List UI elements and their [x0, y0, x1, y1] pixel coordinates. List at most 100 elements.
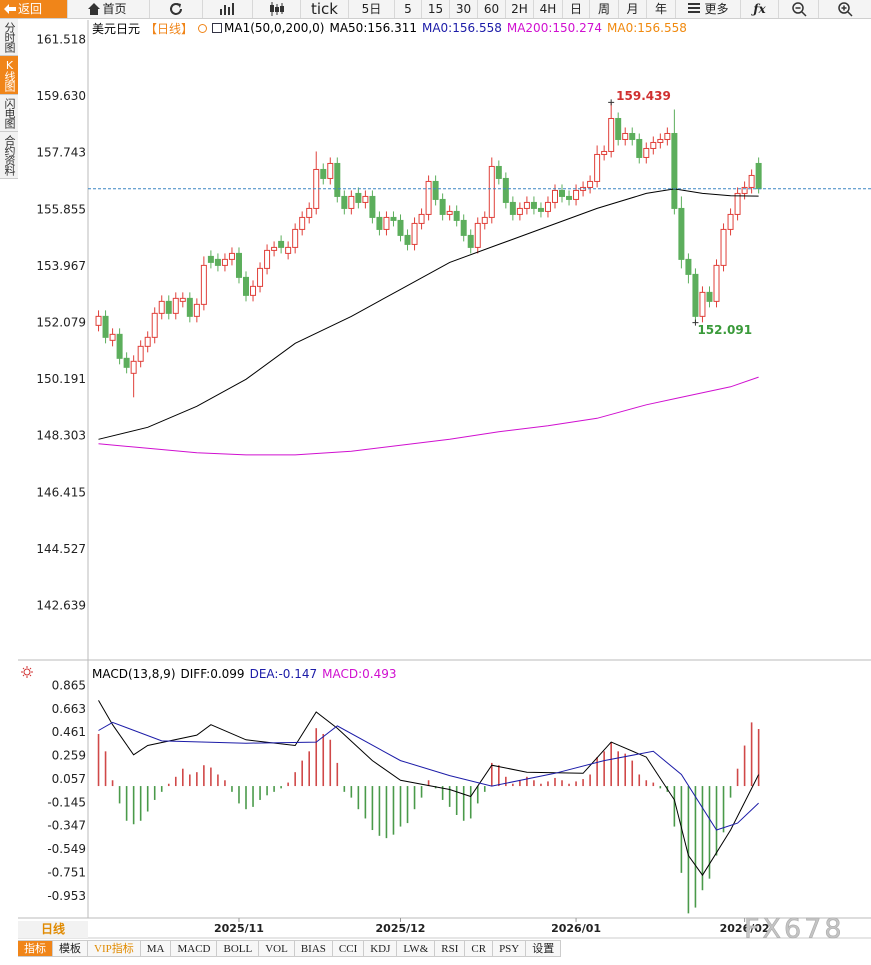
candle-body	[264, 249, 271, 269]
indicator-tab[interactable]: 指标	[18, 940, 53, 957]
period-month[interactable]: 月	[619, 0, 647, 18]
candle-body	[151, 312, 158, 338]
candle-body	[727, 213, 734, 230]
y-tick-label: -0.953	[47, 889, 86, 903]
watermark: FX678	[744, 914, 845, 945]
candle-body	[362, 195, 369, 203]
candle-body	[235, 252, 242, 278]
indicator-tab[interactable]: BIAS	[294, 940, 333, 957]
x-tick-label: 2025/11	[214, 922, 264, 935]
chart-type-icon	[219, 3, 234, 15]
indicator-title: MACD(13,8,9)	[92, 667, 176, 681]
candle-body	[678, 207, 685, 260]
candle-body	[523, 201, 530, 209]
period-4h[interactable]: 4H	[534, 0, 563, 18]
indicator-icon	[198, 23, 208, 33]
sidebar-tab[interactable]: 闪电图	[0, 95, 18, 132]
candle-body	[685, 258, 692, 275]
candle-body	[299, 216, 306, 230]
candle-body	[439, 198, 446, 215]
indicator-name: MA1(50,0,200,0)	[224, 21, 325, 35]
candle-body	[425, 180, 432, 215]
candle-body	[474, 222, 481, 248]
y-tick-label: -0.751	[47, 865, 86, 879]
candle-body	[720, 228, 727, 266]
period-year[interactable]: 年	[647, 0, 676, 18]
indicator-tab[interactable]: VOL	[259, 940, 295, 957]
indicator-tab[interactable]: MACD	[171, 940, 218, 957]
candle-button[interactable]	[253, 0, 301, 18]
candle-body	[692, 273, 699, 317]
candle-body	[341, 195, 348, 209]
indicator-tab[interactable]: 设置	[526, 940, 562, 957]
zoom-in-button[interactable]	[819, 0, 871, 18]
y-tick-label: 0.663	[52, 702, 86, 716]
candle-body	[243, 276, 250, 296]
indicator-tab[interactable]: PSY	[493, 940, 527, 957]
indicator-tab[interactable]: KDJ	[364, 940, 398, 957]
sidebar-tab[interactable]: K线图	[0, 56, 18, 95]
candle-body	[250, 285, 257, 296]
y-tick-label: 150.191	[36, 372, 86, 386]
candle-body	[537, 207, 544, 212]
sidebar: 分时图 K线图 闪电图 合约资料	[0, 19, 18, 179]
y-tick-label: -0.347	[47, 819, 86, 833]
period-label[interactable]: 日线	[18, 921, 88, 938]
indicator-tab[interactable]: MA	[140, 940, 172, 957]
candle-body	[102, 315, 109, 338]
symbol: 美元日元	[92, 21, 141, 36]
x-tick-label: 2025/12	[376, 922, 426, 935]
refresh-button[interactable]	[150, 0, 203, 18]
candle-body	[551, 189, 558, 203]
candle-body	[671, 132, 678, 209]
period-week[interactable]: 周	[590, 0, 619, 18]
indicator-tab[interactable]: CR	[465, 940, 494, 957]
candle-body	[214, 258, 221, 266]
candle-body	[741, 186, 748, 194]
candle-body	[629, 132, 636, 140]
y-tick-label: 153.967	[36, 259, 86, 273]
zoom-out-button[interactable]	[779, 0, 819, 18]
settings-icon[interactable]	[21, 666, 33, 678]
annotation-label: 152.091	[697, 323, 752, 337]
candle-body	[755, 162, 762, 190]
indicator-tab[interactable]: 模板	[53, 940, 88, 957]
candle-body	[636, 138, 643, 158]
candle-body	[460, 219, 467, 236]
candle-body	[376, 216, 383, 230]
period-5d[interactable]: 5日	[349, 0, 395, 18]
indicator-tab[interactable]: BOLL	[217, 940, 260, 957]
y-tick-label: 155.855	[36, 202, 86, 216]
more-button[interactable]: 更多	[676, 0, 741, 18]
legend-entry: MA50:156.311	[329, 21, 417, 35]
sidebar-tab[interactable]: 合约资料	[0, 132, 18, 179]
indicator-tab[interactable]: LW&	[397, 940, 436, 957]
indicator-tab[interactable]: RSI	[435, 940, 466, 957]
back-label: 返回	[18, 2, 43, 16]
formula-button[interactable]: ƒx	[741, 0, 779, 18]
period-tick[interactable]: tick	[301, 0, 349, 18]
period-60m[interactable]: 60	[478, 0, 506, 18]
period-2h[interactable]: 2H	[506, 0, 534, 18]
period-15m[interactable]: 15	[422, 0, 450, 18]
back-button[interactable]: 返回	[0, 0, 68, 18]
indicator-tab[interactable]: VIP指标	[88, 940, 141, 957]
candle-body	[516, 207, 523, 215]
sidebar-tab[interactable]: 分时图	[0, 19, 18, 56]
indicator-box-icon	[212, 23, 223, 33]
candle-body	[137, 345, 144, 362]
candle-body	[699, 291, 706, 317]
period-30m[interactable]: 30	[450, 0, 478, 18]
home-button[interactable]: 首页	[68, 0, 150, 18]
period-day[interactable]: 日	[563, 0, 590, 18]
candle-body	[530, 201, 537, 209]
y-tick-label: 159.630	[36, 89, 86, 103]
chart-type-button[interactable]	[203, 0, 253, 18]
y-tick-label: 0.461	[52, 725, 86, 739]
annotation-label: 159.439	[616, 89, 671, 103]
period-5m[interactable]: 5	[395, 0, 422, 18]
indicator-tabs: 指标 模板 VIP指标 MA MACD BOLL VOL BIAS CCI KDJ LW& RSI CR…	[18, 940, 562, 957]
indicator-tab[interactable]: CCI	[332, 940, 365, 957]
more-label: 更多	[704, 2, 729, 16]
candle-body	[559, 189, 566, 197]
